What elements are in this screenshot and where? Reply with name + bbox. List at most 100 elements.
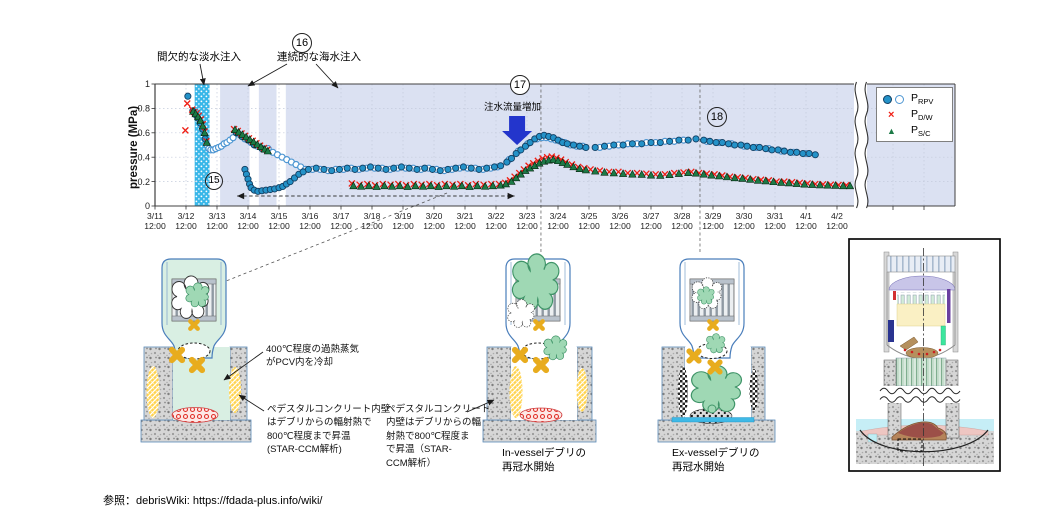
svg-text:12:00: 12:00 (826, 221, 848, 231)
filled-circle-icon (883, 94, 892, 104)
caption-invessel-reflood: In-vesselデブリの 再冠水開始 (502, 447, 587, 474)
svg-text:12:00: 12:00 (144, 221, 166, 231)
annotation-steam-cooling: 400℃程度の過熱蒸気 がPCV内を冷却 (266, 344, 360, 369)
annotation-arrows (199, 63, 495, 413)
steam-dryer (886, 255, 956, 273)
svg-text:4/1: 4/1 (800, 211, 812, 221)
svg-text:3/30: 3/30 (736, 211, 753, 221)
heated-wall-right (229, 367, 241, 413)
svg-text:12:00: 12:00 (578, 221, 600, 231)
svg-text:3/19: 3/19 (395, 211, 412, 221)
svg-text:12:00: 12:00 (206, 221, 228, 231)
annotation-pedestal-heatup-mid: ペデスタルコンクリート 内壁はデブリからの輻 射熱で800℃程度ま で昇温（ST… (386, 404, 491, 469)
svg-text:3/24: 3/24 (550, 211, 567, 221)
svg-text:12:00: 12:00 (671, 221, 693, 231)
svg-text:12:00: 12:00 (702, 221, 724, 231)
pedestal-diagram-exvessel (657, 258, 776, 443)
reactor-cross-section-panel (848, 238, 1001, 472)
drywell-liner (859, 429, 989, 453)
svg-text:0: 0 (145, 201, 150, 211)
svg-text:3/27: 3/27 (643, 211, 660, 221)
heated-wall-right (576, 368, 588, 412)
svg-text:3/20: 3/20 (426, 211, 443, 221)
annotation-pedestal-heatup-left: ペデスタルコンクリート内壁 はデブリからの輻射熱で 800℃程度まで昇温 (ST… (267, 404, 391, 456)
svg-text:0.8: 0.8 (137, 104, 150, 114)
breach-x-icon (172, 350, 182, 360)
x-axis-ticks: 3/1112:003/1212:003/1312:003/1412:003/15… (144, 206, 848, 231)
circled-marker-15: 15 (205, 172, 223, 190)
heated-wall-left (146, 366, 160, 418)
breach-x-icon (190, 321, 197, 328)
svg-text:3/13: 3/13 (209, 211, 226, 221)
heated-wall-left (509, 366, 523, 418)
axis-break-wave-right (864, 81, 869, 209)
svg-text:3/28: 3/28 (674, 211, 691, 221)
circled-marker-16: 16 (292, 33, 312, 53)
data-points (181, 92, 855, 195)
chart-annotation-shapes (237, 84, 701, 252)
breach-x-icon (709, 321, 716, 328)
svg-text:12:00: 12:00 (516, 221, 538, 231)
svg-text:12:00: 12:00 (423, 221, 445, 231)
svg-text:12:00: 12:00 (175, 221, 197, 231)
circled-marker-17: 17 (510, 75, 530, 95)
svg-text:12:00: 12:00 (237, 221, 259, 231)
svg-text:3/23: 3/23 (519, 211, 536, 221)
breach-x-icon (515, 350, 525, 360)
circled-marker-18: 18 (707, 107, 727, 127)
svg-text:12:00: 12:00 (392, 221, 414, 231)
svg-text:3/12: 3/12 (178, 211, 195, 221)
fallen-structure (899, 336, 919, 351)
reference-link: 参照：debrisWiki: https://fdada-plus.info/w… (103, 495, 323, 507)
svg-text:3/22: 3/22 (488, 211, 505, 221)
svg-text:3/29: 3/29 (705, 211, 722, 221)
axis-break-wave-left (854, 81, 859, 209)
svg-text:0.4: 0.4 (137, 152, 150, 162)
label-flow-increase: 注水流量増加 (484, 102, 542, 113)
svg-text:3/26: 3/26 (612, 211, 629, 221)
breach-x-icon (192, 360, 202, 370)
svg-text:4/2: 4/2 (831, 211, 843, 221)
svg-text:3/21: 3/21 (457, 211, 474, 221)
connector-lines (215, 192, 448, 286)
legend-item-rpv: PRPV (883, 91, 952, 107)
chart-legend: PRPV × PD/W ▲ PS/C (876, 87, 953, 142)
debris-crust (898, 422, 944, 438)
label-freshwater-injection: 間欠的な淡水注入 (157, 51, 241, 63)
svg-text:12:00: 12:00 (640, 221, 662, 231)
pedestal-diagram-initial (140, 258, 252, 443)
breach-x-icon (689, 351, 699, 361)
svg-text:12:00: 12:00 (454, 221, 476, 231)
svg-text:1: 1 (145, 79, 150, 89)
svg-text:3/16: 3/16 (302, 211, 319, 221)
svg-text:12:00: 12:00 (795, 221, 817, 231)
separator-dome (888, 275, 956, 291)
svg-text:0.2: 0.2 (137, 177, 150, 187)
pedestal-diagram-invessel (482, 253, 597, 443)
breach-x-icon (536, 360, 546, 370)
open-circle-icon (895, 94, 904, 104)
guide-tubes (897, 292, 945, 304)
caption-exvessel-reflood: Ex-vesselデブリの 再冠水開始 (672, 447, 760, 474)
debris-hot (171, 407, 219, 423)
svg-text:12:00: 12:00 (609, 221, 631, 231)
flow-increase-arrow (502, 116, 533, 145)
cooled-wall-left (678, 366, 688, 418)
svg-text:3/17: 3/17 (333, 211, 350, 221)
y-axis-label: pressure (MPa) (128, 105, 140, 189)
legend-item-sc: ▲ PS/C (883, 123, 952, 139)
pressure-chart: 3/1112:003/1212:003/1312:003/1412:003/15… (137, 79, 956, 252)
svg-text:3/18: 3/18 (364, 211, 381, 221)
breach-x-icon (710, 362, 720, 372)
svg-text:3/14: 3/14 (240, 211, 257, 221)
core-zone (896, 303, 946, 327)
water-layer (671, 417, 755, 423)
svg-text:3/11: 3/11 (147, 211, 163, 221)
svg-text:12:00: 12:00 (299, 221, 321, 231)
legend-item-dw: × PD/W (883, 107, 952, 123)
triangle-marker-icon: ▲ (887, 126, 896, 136)
svg-text:12:00: 12:00 (268, 221, 290, 231)
svg-text:3/31: 3/31 (767, 211, 784, 221)
svg-text:12:00: 12:00 (485, 221, 507, 231)
